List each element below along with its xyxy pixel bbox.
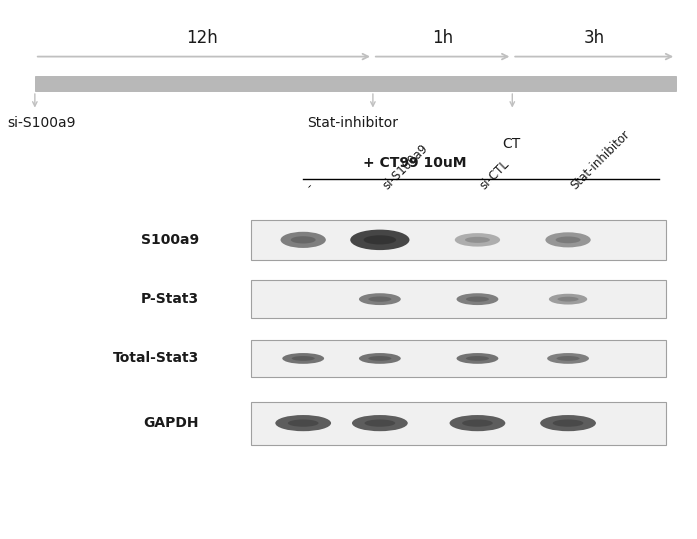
Bar xyxy=(251,220,666,260)
Bar xyxy=(251,402,666,445)
Bar xyxy=(35,76,676,91)
Ellipse shape xyxy=(466,296,489,302)
Text: si-S100a9: si-S100a9 xyxy=(7,116,75,130)
Text: si-S100a9: si-S100a9 xyxy=(380,142,430,192)
Ellipse shape xyxy=(275,415,331,431)
Ellipse shape xyxy=(450,415,505,431)
Ellipse shape xyxy=(466,356,489,361)
Text: 3h: 3h xyxy=(584,29,605,47)
Text: CT: CT xyxy=(502,137,520,151)
Ellipse shape xyxy=(369,296,392,302)
Ellipse shape xyxy=(352,415,408,431)
Ellipse shape xyxy=(365,419,395,427)
Text: Stat-inhibitor: Stat-inhibitor xyxy=(307,116,398,130)
Text: 1h: 1h xyxy=(432,29,453,47)
Ellipse shape xyxy=(364,235,396,245)
Bar xyxy=(251,340,666,377)
Ellipse shape xyxy=(553,419,583,427)
Ellipse shape xyxy=(369,356,392,361)
Ellipse shape xyxy=(291,236,316,244)
Ellipse shape xyxy=(359,353,401,364)
Ellipse shape xyxy=(465,237,490,243)
Bar xyxy=(251,280,666,318)
Ellipse shape xyxy=(359,293,401,305)
Ellipse shape xyxy=(351,230,410,250)
Text: Total-Stat3: Total-Stat3 xyxy=(112,351,199,365)
Ellipse shape xyxy=(455,233,500,246)
Text: + CT99 10uM: + CT99 10uM xyxy=(363,156,466,170)
Text: S100a9: S100a9 xyxy=(141,233,199,247)
Ellipse shape xyxy=(547,353,589,364)
Ellipse shape xyxy=(288,419,319,427)
Ellipse shape xyxy=(282,353,324,364)
Text: Stat-inhibitor: Stat-inhibitor xyxy=(568,128,632,192)
Ellipse shape xyxy=(292,356,315,361)
Ellipse shape xyxy=(462,419,493,427)
Ellipse shape xyxy=(549,294,587,305)
Ellipse shape xyxy=(556,356,579,361)
Text: 12h: 12h xyxy=(186,29,218,47)
Ellipse shape xyxy=(556,237,581,243)
Text: -: - xyxy=(303,180,316,192)
Ellipse shape xyxy=(545,232,591,247)
Text: si-CTL: si-CTL xyxy=(477,158,512,192)
Ellipse shape xyxy=(457,293,498,305)
Ellipse shape xyxy=(280,232,325,248)
Ellipse shape xyxy=(558,296,579,302)
Ellipse shape xyxy=(540,415,596,431)
Ellipse shape xyxy=(457,353,498,364)
Text: P-Stat3: P-Stat3 xyxy=(141,292,199,306)
Text: GAPDH: GAPDH xyxy=(143,416,199,430)
